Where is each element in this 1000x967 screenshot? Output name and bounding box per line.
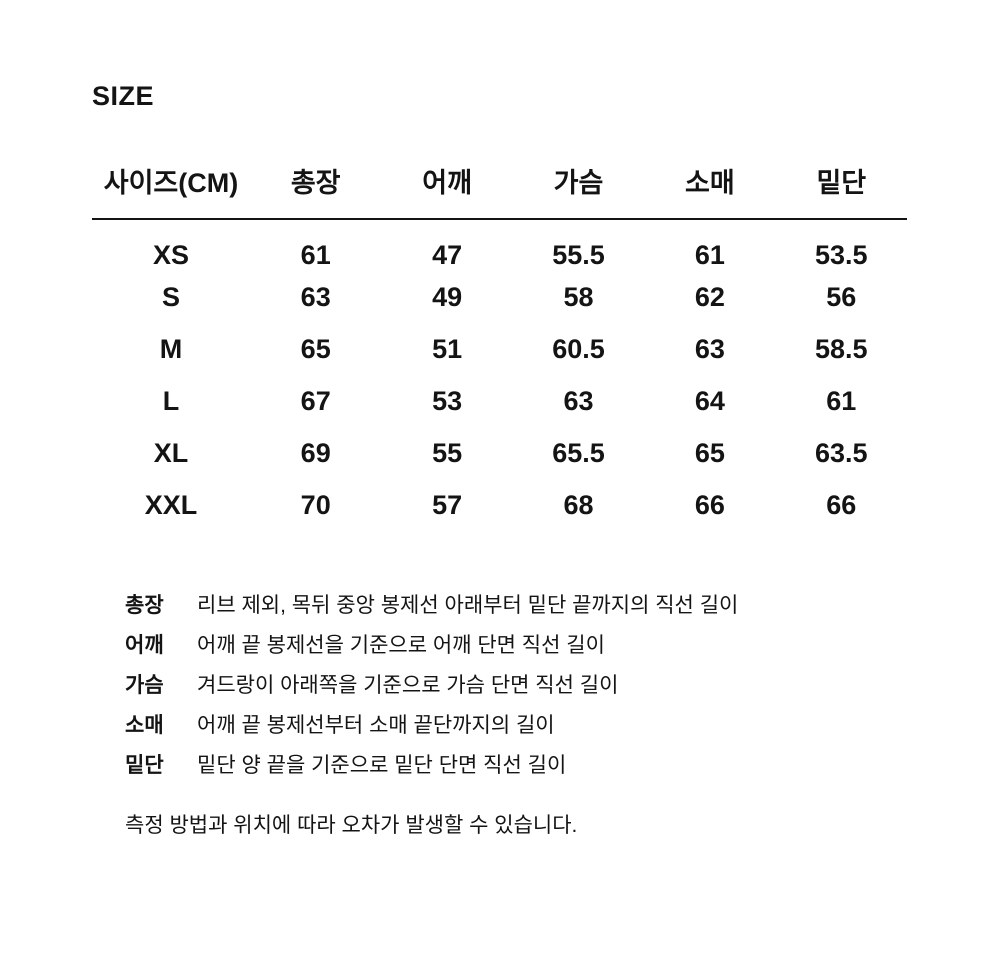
definition-row-shoulder: 어깨 어깨 끝 봉제선을 기준으로 어깨 단면 직선 길이 bbox=[125, 626, 907, 666]
definition-description: 밑단 양 끝을 기준으로 밑단 단면 직선 길이 bbox=[197, 754, 567, 777]
table-row: L 67 53 63 64 61 bbox=[92, 375, 907, 427]
table-header-row: 사이즈(CM) 총장 어깨 가슴 소매 밑단 bbox=[92, 167, 907, 220]
measurement-cell: 64 bbox=[694, 385, 725, 416]
measurement-cell: 57 bbox=[432, 489, 463, 520]
definition-term: 총장 bbox=[125, 594, 164, 617]
section-title: SIZE bbox=[92, 81, 155, 111]
measurement-cell: 62 bbox=[694, 281, 725, 312]
definition-term: 가슴 bbox=[125, 674, 164, 697]
size-label: S bbox=[161, 281, 180, 312]
table-row: M 65 51 60.5 63 58.5 bbox=[92, 323, 907, 375]
table-row: XL 69 55 65.5 65 63.5 bbox=[92, 427, 907, 479]
table-row: XS 61 47 55.5 61 53.5 bbox=[92, 219, 907, 271]
measurement-cell: 60.5 bbox=[552, 333, 605, 364]
measurement-cell: 53 bbox=[432, 385, 463, 416]
definition-term: 밑단 bbox=[125, 754, 164, 777]
definition-row-chest: 가슴 겨드랑이 아래쪽을 기준으로 가슴 단면 직선 길이 bbox=[125, 666, 907, 706]
measurement-cell: 65 bbox=[300, 333, 331, 364]
measurement-cell: 66 bbox=[826, 489, 857, 520]
measurement-cell: 56 bbox=[826, 281, 857, 312]
measurement-cell: 67 bbox=[300, 385, 331, 416]
table-row: S 63 49 58 62 56 bbox=[92, 271, 907, 323]
column-header-shoulder: 어깨 bbox=[381, 167, 513, 220]
definition-row-hem: 밑단 밑단 양 끝을 기준으로 밑단 단면 직선 길이 bbox=[125, 746, 907, 786]
measurement-cell: 51 bbox=[432, 333, 463, 364]
column-header-chest: 가슴 bbox=[512, 167, 645, 220]
definition-description: 어깨 끝 봉제선을 기준으로 어깨 단면 직선 길이 bbox=[197, 634, 605, 657]
definition-term: 어깨 bbox=[125, 634, 164, 657]
column-header-size: 사이즈(CM) bbox=[92, 167, 250, 220]
measurement-cell: 55 bbox=[432, 437, 463, 468]
measurement-cell: 58.5 bbox=[815, 333, 868, 364]
table-row: XXL 70 57 68 66 66 bbox=[92, 479, 907, 531]
measurement-cell: 69 bbox=[300, 437, 331, 468]
measurement-disclaimer: 측정 방법과 위치에 따라 오차가 발생할 수 있습니다. bbox=[125, 814, 578, 837]
measurement-cell: 65 bbox=[694, 437, 725, 468]
size-label: L bbox=[162, 385, 180, 416]
measurement-cell: 49 bbox=[432, 281, 463, 312]
measurement-cell: 47 bbox=[432, 240, 463, 270]
measurement-cell: 70 bbox=[300, 489, 331, 520]
measurement-cell: 61 bbox=[300, 240, 331, 270]
size-label: M bbox=[159, 333, 183, 364]
measurement-cell: 61 bbox=[826, 385, 857, 416]
measurement-cell: 58 bbox=[563, 281, 594, 312]
definition-description: 어깨 끝 봉제선부터 소매 끝단까지의 길이 bbox=[197, 714, 555, 737]
size-table: 사이즈(CM) 총장 어깨 가슴 소매 밑단 XS 61 47 55.5 61 … bbox=[92, 167, 907, 531]
size-label: XXL bbox=[144, 489, 198, 520]
measurement-cell: 63 bbox=[563, 385, 594, 416]
size-label: XL bbox=[153, 437, 189, 468]
column-header-length: 총장 bbox=[250, 167, 382, 220]
definition-row-length: 총장 리브 제외, 목뒤 중앙 봉제선 아래부터 밑단 끝까지의 직선 길이 bbox=[125, 586, 907, 626]
measurement-cell: 66 bbox=[694, 489, 725, 520]
measurement-cell: 63 bbox=[694, 333, 725, 364]
size-label: XS bbox=[152, 240, 190, 270]
measurement-cell: 65.5 bbox=[552, 437, 605, 468]
measurement-cell: 61 bbox=[694, 240, 725, 270]
column-header-hem: 밑단 bbox=[775, 167, 907, 220]
measurement-cell: 53.5 bbox=[815, 240, 868, 270]
measurement-cell: 63 bbox=[300, 281, 331, 312]
measurement-cell: 63.5 bbox=[815, 437, 868, 468]
definition-row-sleeve: 소매 어깨 끝 봉제선부터 소매 끝단까지의 길이 bbox=[125, 706, 907, 746]
definition-term: 소매 bbox=[125, 714, 164, 737]
column-header-sleeve: 소매 bbox=[644, 167, 776, 220]
measurement-cell: 55.5 bbox=[552, 240, 605, 270]
definition-description: 겨드랑이 아래쪽을 기준으로 가슴 단면 직선 길이 bbox=[197, 674, 619, 697]
definition-description: 리브 제외, 목뒤 중앙 봉제선 아래부터 밑단 끝까지의 직선 길이 bbox=[197, 594, 739, 617]
measurement-definitions: 총장 리브 제외, 목뒤 중앙 봉제선 아래부터 밑단 끝까지의 직선 길이 어… bbox=[125, 586, 907, 786]
measurement-cell: 68 bbox=[563, 489, 594, 520]
